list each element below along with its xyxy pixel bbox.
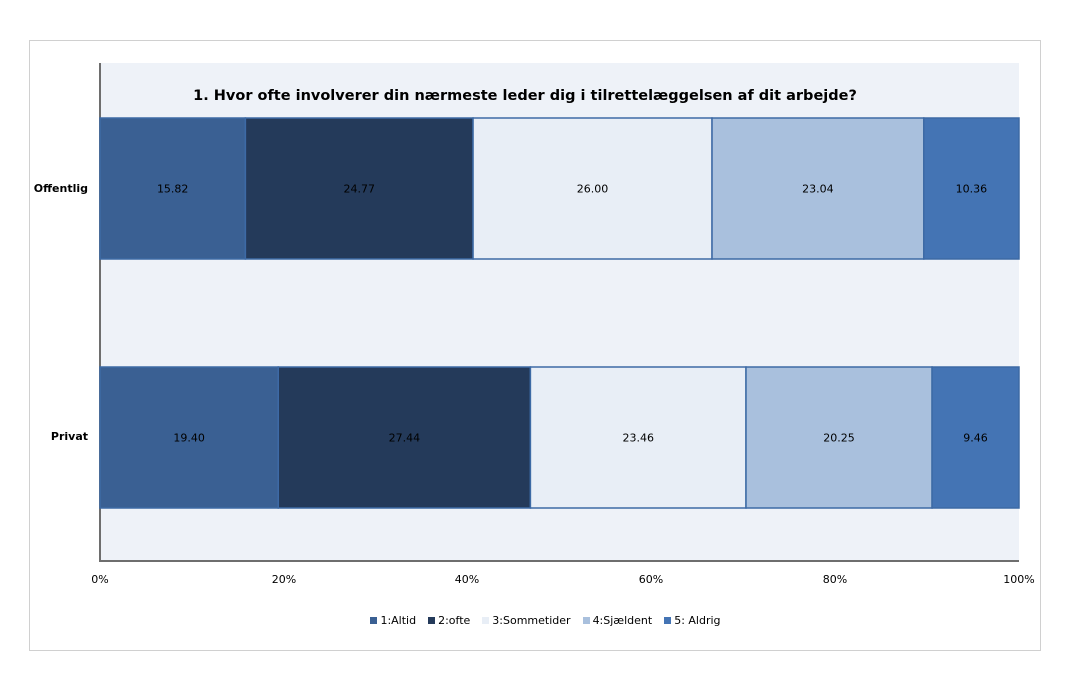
- legend-swatch-sjaeldent: [582, 617, 590, 624]
- data-label-offentlig-3-sommetider: 26.00: [577, 183, 609, 196]
- data-label-offentlig-1-altid: 15.82: [157, 183, 189, 196]
- x-tick-100: 100%: [1003, 573, 1035, 586]
- y-axis-line: [99, 63, 101, 561]
- bar-privat-4-sjældent: [745, 366, 933, 509]
- bar-offentlig-2-ofte: [244, 117, 474, 260]
- x-tick-20: 20%: [271, 573, 297, 586]
- legend-label-aldrig: 5: Aldrig: [674, 614, 721, 627]
- data-label-privat-2-ofte: 27.44: [389, 432, 421, 445]
- x-tick-80: 80%: [822, 573, 848, 586]
- legend-label-sjaeldent: 4:Sjældent: [592, 614, 653, 627]
- data-label-privat-3-sommetider: 23.46: [622, 432, 654, 445]
- x-tick-0: 0%: [91, 573, 109, 586]
- x-tick-60: 60%: [638, 573, 664, 586]
- legend-swatch-ofte: [428, 617, 436, 624]
- chart-title: 1. Hvor ofte involverer din nærmeste led…: [193, 88, 857, 104]
- legend-item-sjaeldent: 4:Sjældent: [582, 614, 653, 627]
- data-label-offentlig-5-aldrig: 10.36: [956, 183, 988, 196]
- legend-label-ofte: 2:ofte: [438, 614, 471, 627]
- legend-item-altid: 1:Altid: [370, 614, 416, 627]
- bar-offentlig-4-sjældent: [711, 117, 925, 260]
- legend-label-altid: 1:Altid: [380, 614, 417, 627]
- legend-label-sommetider: 3:Sommetider: [492, 614, 571, 627]
- x-axis-line: [99, 560, 1019, 562]
- bar-offentlig-1-altid: [99, 117, 247, 260]
- bar-offentlig-3-sommetider: [472, 117, 713, 260]
- legend-item-ofte: 2:ofte: [428, 614, 470, 627]
- data-label-privat-1-altid: 19.40: [173, 432, 205, 445]
- bar-offentlig-5-aldrig: [923, 117, 1020, 260]
- legend-swatch-aldrig: [664, 617, 672, 624]
- category-label-offentlig: Offentlig: [33, 182, 88, 195]
- legend: 1:Altid 2:ofte 3:Sommetider 4:Sjældent 5…: [0, 614, 1091, 627]
- bar-privat-1-altid: [99, 366, 280, 509]
- x-tick-40: 40%: [454, 573, 480, 586]
- category-label-privat: Privat: [50, 430, 88, 443]
- legend-swatch-sommetider: [482, 617, 490, 624]
- bar-privat-2-ofte: [277, 366, 532, 509]
- legend-item-sommetider: 3:Sommetider: [482, 614, 571, 627]
- data-label-offentlig-4-sjældent: 23.04: [802, 183, 834, 196]
- legend-item-aldrig: 5: Aldrig: [664, 614, 721, 627]
- legend-swatch-altid: [370, 617, 378, 624]
- data-label-offentlig-2-ofte: 24.77: [343, 183, 375, 196]
- bar-privat-5-aldrig: [931, 366, 1020, 509]
- data-label-privat-4-sjældent: 20.25: [823, 432, 855, 445]
- data-label-privat-5-aldrig: 9.46: [963, 432, 988, 445]
